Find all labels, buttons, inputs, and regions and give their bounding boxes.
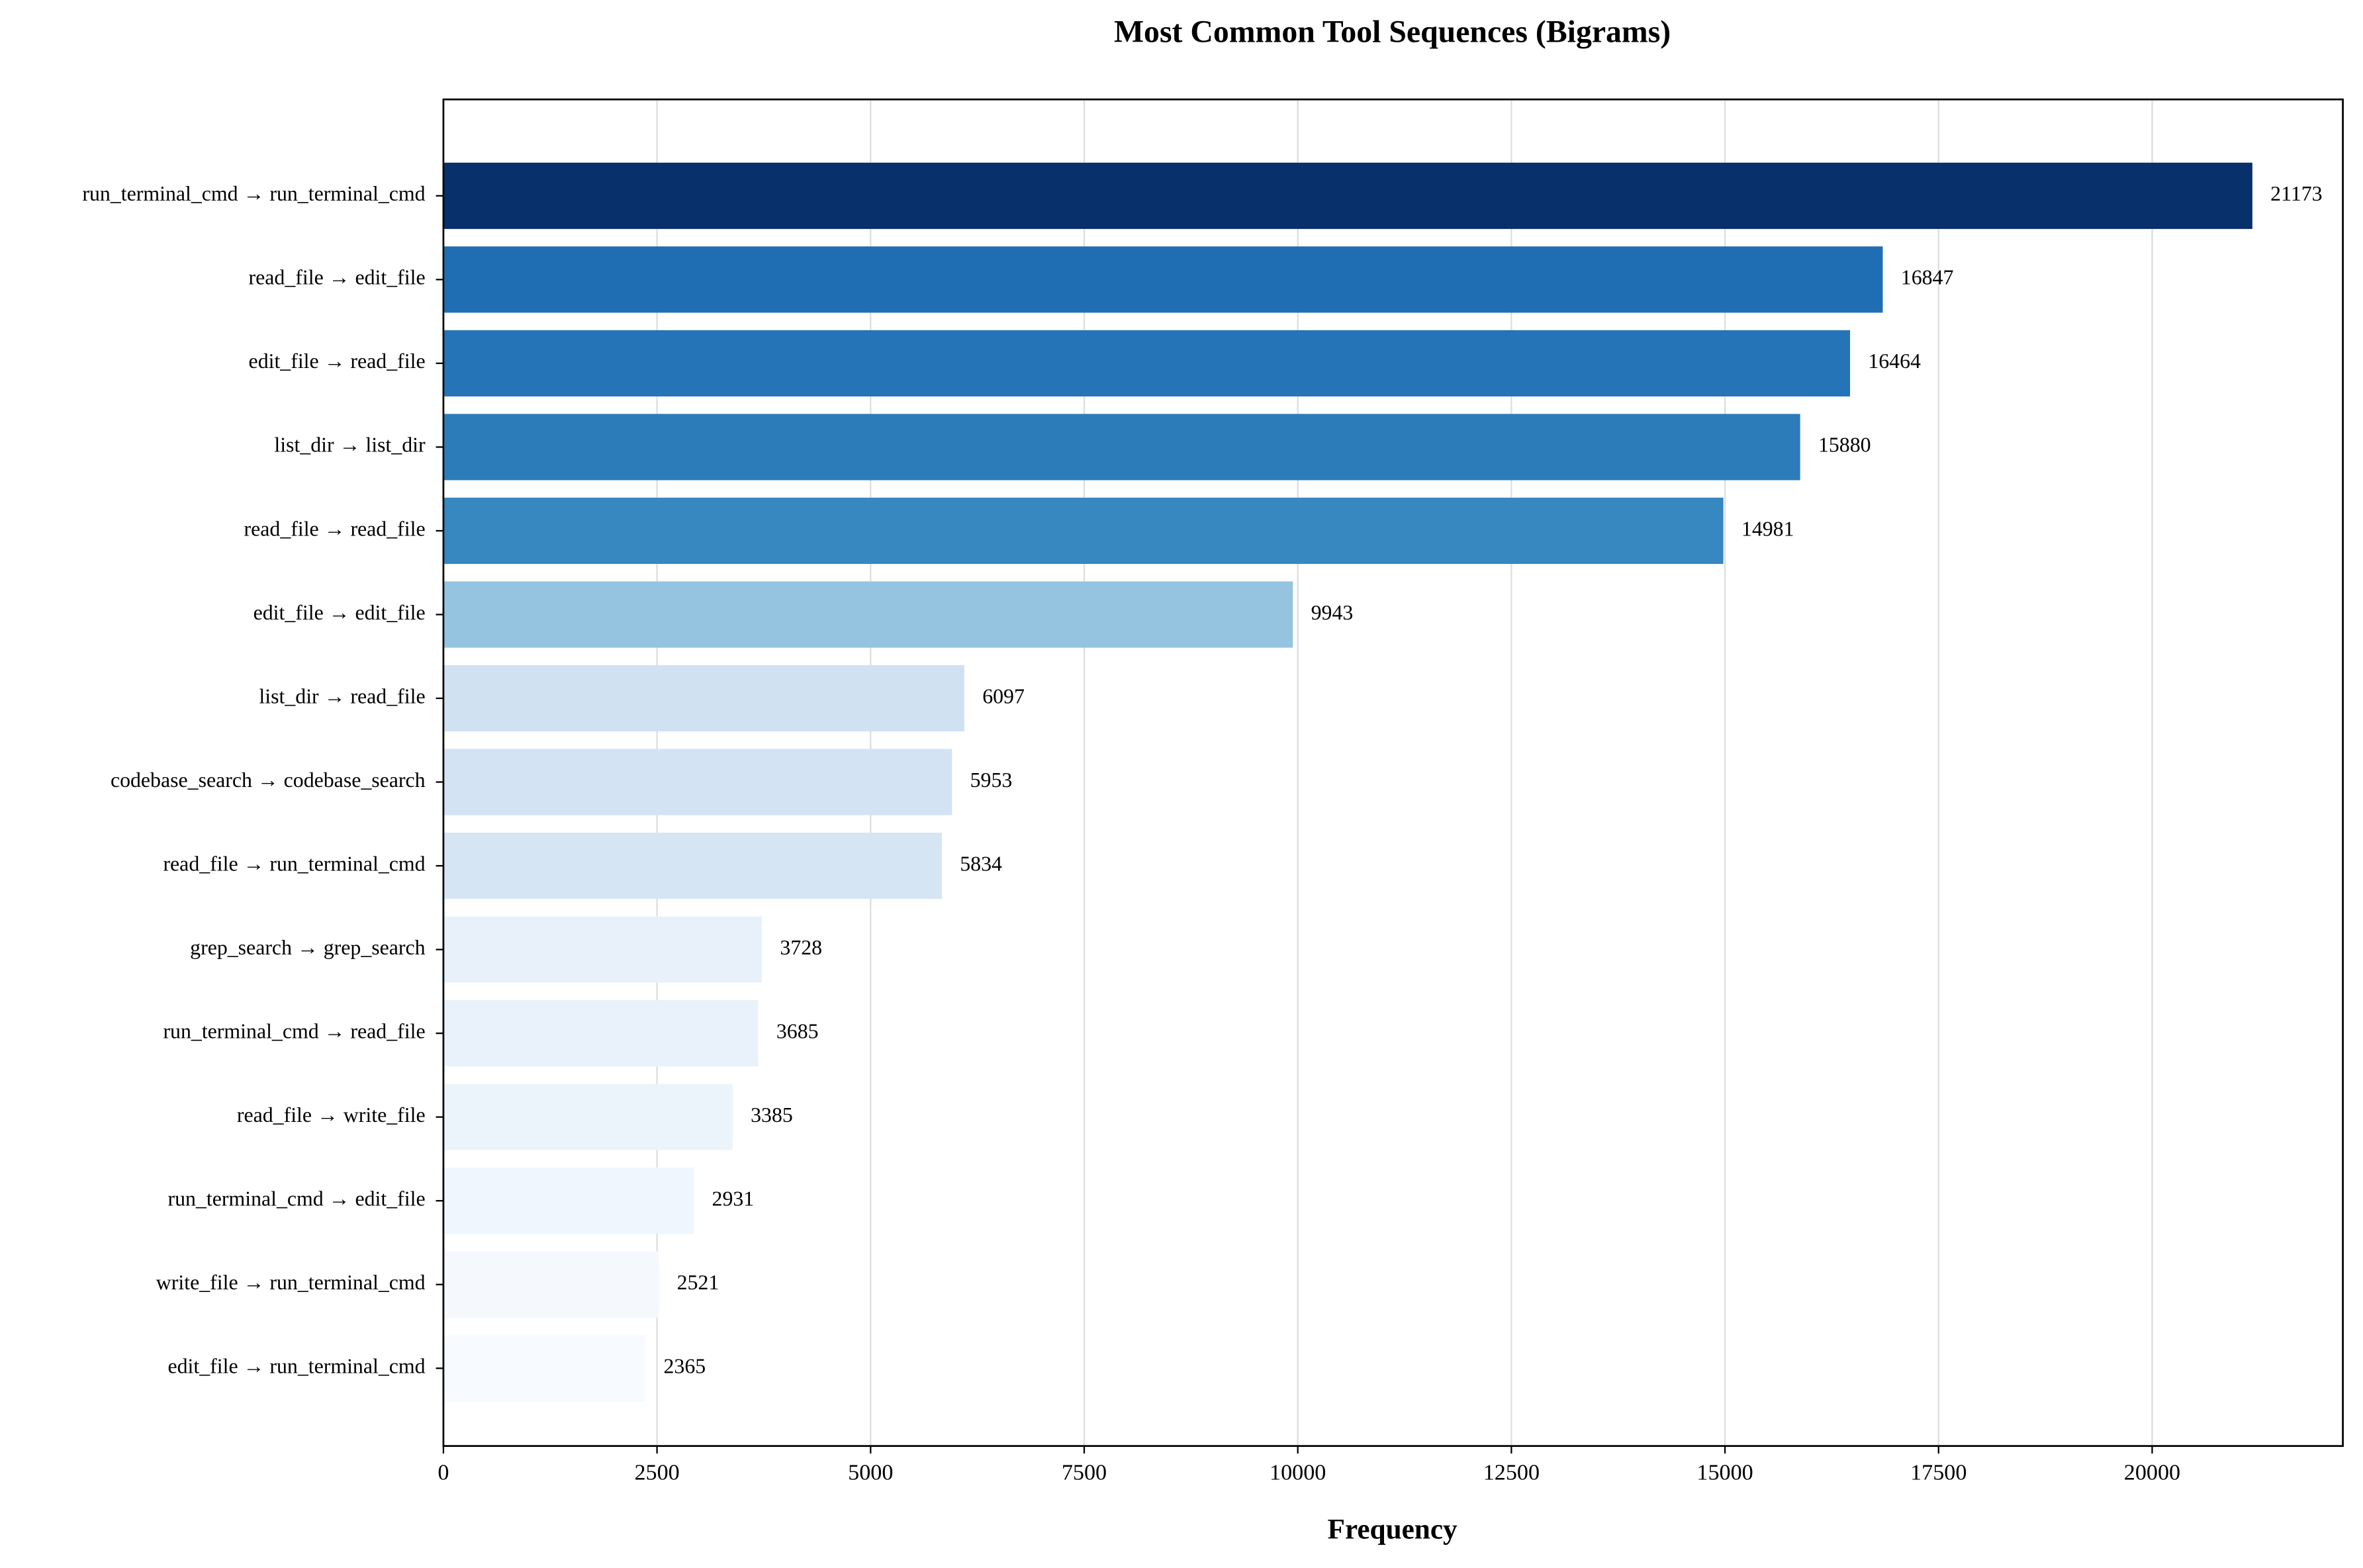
bar — [443, 581, 1293, 648]
bar — [443, 1251, 659, 1318]
x-tick-label: 0 — [438, 1461, 449, 1485]
bar — [443, 497, 1724, 565]
value-label: 2931 — [712, 1187, 755, 1210]
value-label: 15880 — [1818, 434, 1871, 457]
y-tick-label: edit_file → run_terminal_cmd — [168, 1355, 426, 1378]
y-tick-label: read_file → read_file — [244, 517, 426, 540]
bar — [443, 1000, 759, 1067]
chart-title: Most Common Tool Sequences (Bigrams) — [1114, 14, 1671, 49]
value-label: 3385 — [751, 1103, 793, 1127]
y-tick-label: run_terminal_cmd → read_file — [163, 1019, 425, 1042]
y-tick-label: read_file → run_terminal_cmd — [163, 852, 425, 875]
y-tick-label: grep_search → grep_search — [190, 936, 425, 959]
bar — [443, 1168, 694, 1234]
value-label: 9943 — [1311, 601, 1354, 624]
labels: 0 2500 5000 7500 10000 12500 15000 17500 20000 ru… — [82, 182, 2322, 1485]
x-tick-label: 17500 — [1910, 1461, 1967, 1485]
value-label: 2521 — [677, 1271, 719, 1294]
bar — [443, 1084, 733, 1150]
bar — [443, 833, 942, 899]
bars — [443, 162, 2252, 1402]
y-tick-label: list_dir → read_file — [259, 684, 425, 708]
y-tick-label: codebase_search → codebase_search — [111, 768, 426, 792]
x-tick-label: 5000 — [848, 1461, 893, 1485]
value-label: 21173 — [2270, 182, 2322, 205]
x-tick-label: 15000 — [1696, 1461, 1753, 1485]
value-label: 6097 — [982, 684, 1025, 708]
y-tick-label: list_dir → list_dir — [274, 434, 426, 457]
bar — [443, 330, 1851, 396]
bar — [443, 916, 763, 983]
bar — [443, 1335, 646, 1402]
x-tick-label: 12500 — [1483, 1461, 1540, 1485]
value-label: 3728 — [780, 936, 822, 959]
x-tick-label: 2500 — [634, 1461, 679, 1485]
bar — [443, 665, 964, 732]
y-tick-label: read_file → edit_file — [249, 266, 426, 289]
plot-frame — [442, 98, 2344, 1448]
bar — [443, 749, 952, 815]
x-tick-label: 20000 — [2124, 1461, 2180, 1485]
x-tick-label: 7500 — [1062, 1461, 1107, 1485]
y-tick-label: edit_file → read_file — [249, 349, 426, 373]
y-tick-label: run_terminal_cmd → edit_file — [168, 1187, 426, 1210]
value-label: 5834 — [960, 852, 1002, 875]
value-label: 16464 — [1868, 349, 1921, 373]
x-axis-label: Frequency — [1328, 1513, 1458, 1545]
x-tick-label: 10000 — [1270, 1461, 1326, 1485]
value-label: 5953 — [970, 768, 1013, 792]
y-tick-label: edit_file → edit_file — [254, 601, 426, 624]
bar — [443, 414, 1800, 481]
value-label: 3685 — [776, 1019, 819, 1042]
bar — [443, 246, 1883, 313]
value-label: 16847 — [1901, 266, 1954, 289]
y-tick-label: read_file → write_file — [237, 1103, 426, 1127]
y-tick-label: write_file → run_terminal_cmd — [156, 1271, 426, 1294]
value-label: 14981 — [1741, 517, 1794, 540]
bar — [443, 162, 2252, 229]
value-label: 2365 — [663, 1355, 706, 1378]
y-tick-label: run_terminal_cmd → run_terminal_cmd — [82, 182, 425, 205]
